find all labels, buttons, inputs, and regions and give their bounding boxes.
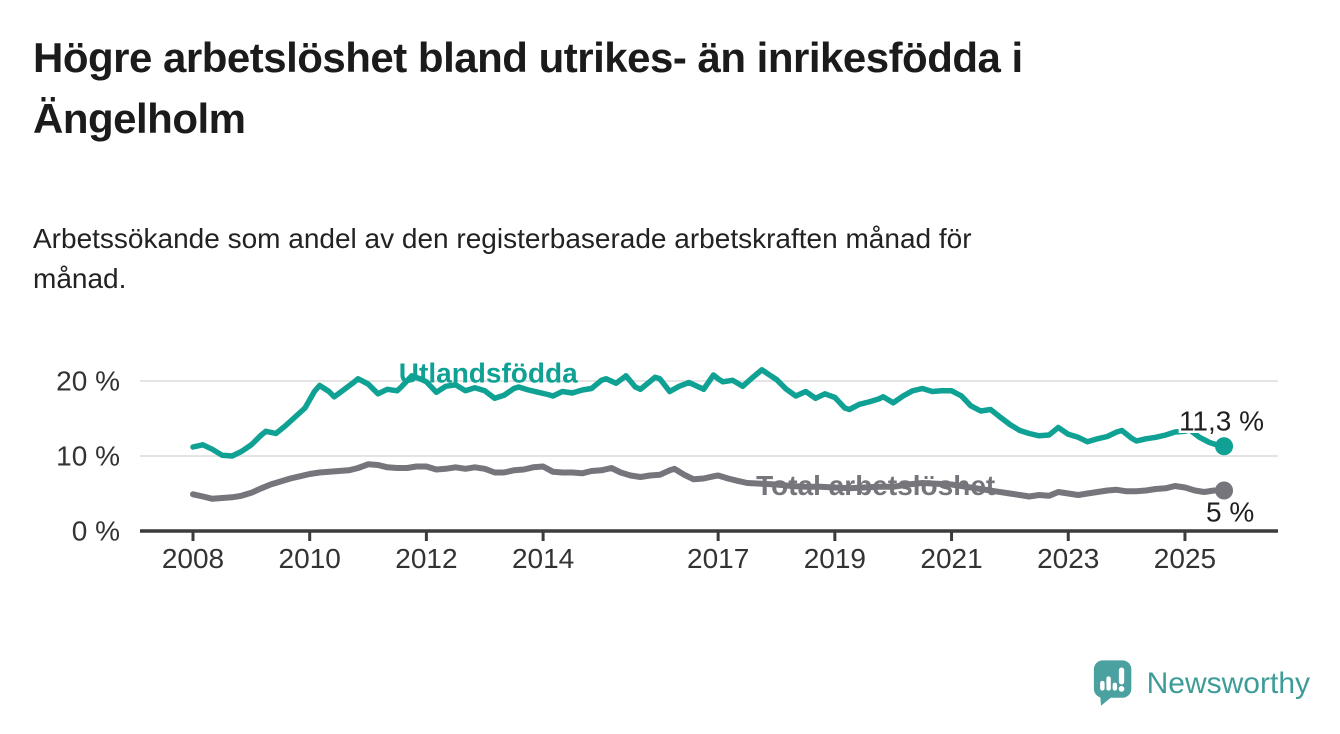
end-dot-utlandsfodda [1215,437,1234,456]
series-label-utlandsfodda: Utlandsfödda [399,357,578,388]
x-tick-label-2019: 2019 [804,543,866,574]
brand-name: Newsworthy [1146,666,1310,700]
y-tick-label-0: 0 % [72,516,120,547]
newsworthy-brand: Newsworthy [1093,659,1310,708]
bar-chart-speech-bubble-icon [1093,660,1131,706]
chart-subtitle-line2: månad. [33,263,127,294]
y-tick-label-10: 10 % [56,441,120,472]
y-tick-label-20: 20 % [56,366,120,397]
x-tick-label-2017: 2017 [687,543,749,574]
x-tick-label-2010: 2010 [279,543,341,574]
series-line-utlandsfodda [190,367,1227,459]
chart-subtitle: Arbetssökande som andel av den registerb… [33,219,1283,299]
series-line-total [190,461,1227,502]
chart-title: Högre arbetslöshet bland utrikes- än inr… [33,27,1283,149]
x-tick-label-2008: 2008 [162,543,224,574]
x-tick-label-2014: 2014 [512,543,574,574]
chart-title-line1: Högre arbetslöshet bland utrikes- än inr… [33,34,1023,81]
end-value-label-total: 5 % [1206,497,1254,528]
x-tick-label-2025: 2025 [1154,543,1216,574]
end-value-label-utlandsfodda: 11,3 % [1179,405,1264,436]
x-tick-label-2012: 2012 [395,543,457,574]
chart-title-line2: Ängelholm [33,95,246,142]
line-chart-canvas: 0 % 10 % 20 % 2008 2010 2012 2014 2017 2019 2021 2… [56,357,1278,574]
end-dot-total [1215,481,1234,500]
unemployment-line-chart: 0 % 10 % 20 % 2008 2010 2012 2014 2017 2019 2021 2… [0,340,1340,585]
x-tick-label-2023: 2023 [1037,543,1099,574]
x-tick-label-2021: 2021 [920,543,982,574]
chart-subtitle-line1: Arbetssökande som andel av den registerb… [33,223,972,254]
series-label-total: Total arbetslöshet [756,470,995,501]
